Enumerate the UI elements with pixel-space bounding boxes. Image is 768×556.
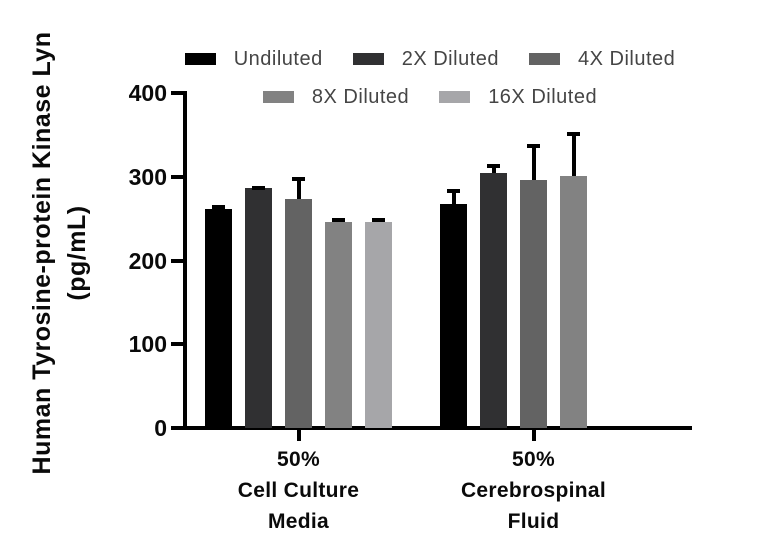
y-tick-label: 300 — [128, 163, 167, 190]
y-axis-line — [183, 91, 187, 430]
legend-item-8x-diluted: 8X Diluted — [262, 85, 410, 109]
error-bar-cap — [567, 131, 580, 136]
bar — [440, 204, 467, 428]
legend-item-4x-diluted: 4X Diluted — [529, 48, 675, 71]
error-bar-cap — [447, 189, 460, 194]
y-tick — [171, 426, 183, 430]
y-axis-title: Human Tyrosine-protein Kinase Lyn (pg/mL… — [25, 0, 95, 513]
category-label-line: Media — [267, 510, 329, 533]
y-tick-label: 0 — [154, 415, 167, 441]
y-tick — [171, 174, 183, 179]
category-label-line: Cerebrospinal — [460, 479, 607, 502]
x-tick — [531, 430, 536, 441]
error-bar-cap — [527, 144, 540, 149]
bar — [480, 173, 507, 428]
legend-label: 8X Diluted — [311, 85, 410, 108]
bar — [325, 221, 352, 428]
legend-swatch-icon — [529, 53, 560, 65]
error-bar-cap — [212, 205, 225, 210]
y-axis-title-line1: Human Tyrosine-protein Kinase Lyn — [28, 31, 56, 475]
error-bar-cap — [372, 217, 385, 222]
error-bar-cap — [252, 185, 265, 190]
category-label-line: Fluid — [507, 510, 560, 533]
bar — [205, 209, 232, 428]
legend-label: 2X Diluted — [401, 47, 499, 70]
legend-swatch-icon — [184, 53, 216, 65]
bar — [285, 199, 312, 428]
bar — [245, 188, 272, 428]
y-tick — [171, 91, 183, 95]
x-tick — [296, 430, 301, 441]
legend: Undiluted 2X Diluted 4X Diluted 8X Diluted 1… — [150, 40, 710, 116]
legend-label: 4X Diluted — [578, 47, 676, 70]
legend-row: Undiluted 2X Diluted 4X Diluted — [150, 40, 710, 78]
y-tick — [171, 258, 183, 263]
y-tick-label: 400 — [128, 80, 167, 106]
category-label: 50% Cerebrospinal Fluid — [434, 444, 634, 537]
y-tick — [171, 342, 183, 347]
category-label: 50% Cell Culture Media — [199, 444, 399, 537]
error-bar-stem — [296, 176, 301, 200]
legend-row: 8X Diluted 16X Diluted — [150, 78, 710, 116]
legend-item-2x-diluted: 2X Diluted — [352, 47, 499, 71]
legend-label: Undiluted — [233, 47, 323, 70]
bar — [365, 221, 392, 428]
legend-item-16x-diluted: 16X Diluted — [439, 86, 597, 109]
error-bar-stem — [531, 144, 536, 181]
error-bar-cap — [292, 176, 305, 181]
category-label-line: Cell Culture — [237, 479, 360, 502]
legend-label: 16X Diluted — [488, 85, 598, 108]
y-tick-label: 100 — [128, 331, 167, 358]
legend-swatch-icon — [439, 91, 471, 103]
x-axis-line — [183, 426, 692, 430]
y-axis-title-line2: (pg/mL) — [63, 205, 91, 301]
error-bar-cap — [487, 164, 500, 169]
legend-swatch-icon — [262, 91, 294, 103]
error-bar-stem — [451, 189, 456, 205]
bar — [560, 175, 587, 428]
category-label-line: 50% — [512, 448, 555, 471]
bar — [520, 180, 547, 428]
error-bar-stem — [571, 131, 576, 176]
y-tick-label: 200 — [128, 247, 167, 274]
legend-item-undiluted: Undiluted — [184, 47, 323, 71]
error-bar-stem — [491, 164, 496, 174]
category-label-line: 50% — [277, 448, 320, 471]
error-bar-cap — [332, 217, 345, 222]
legend-swatch-icon — [352, 53, 384, 65]
